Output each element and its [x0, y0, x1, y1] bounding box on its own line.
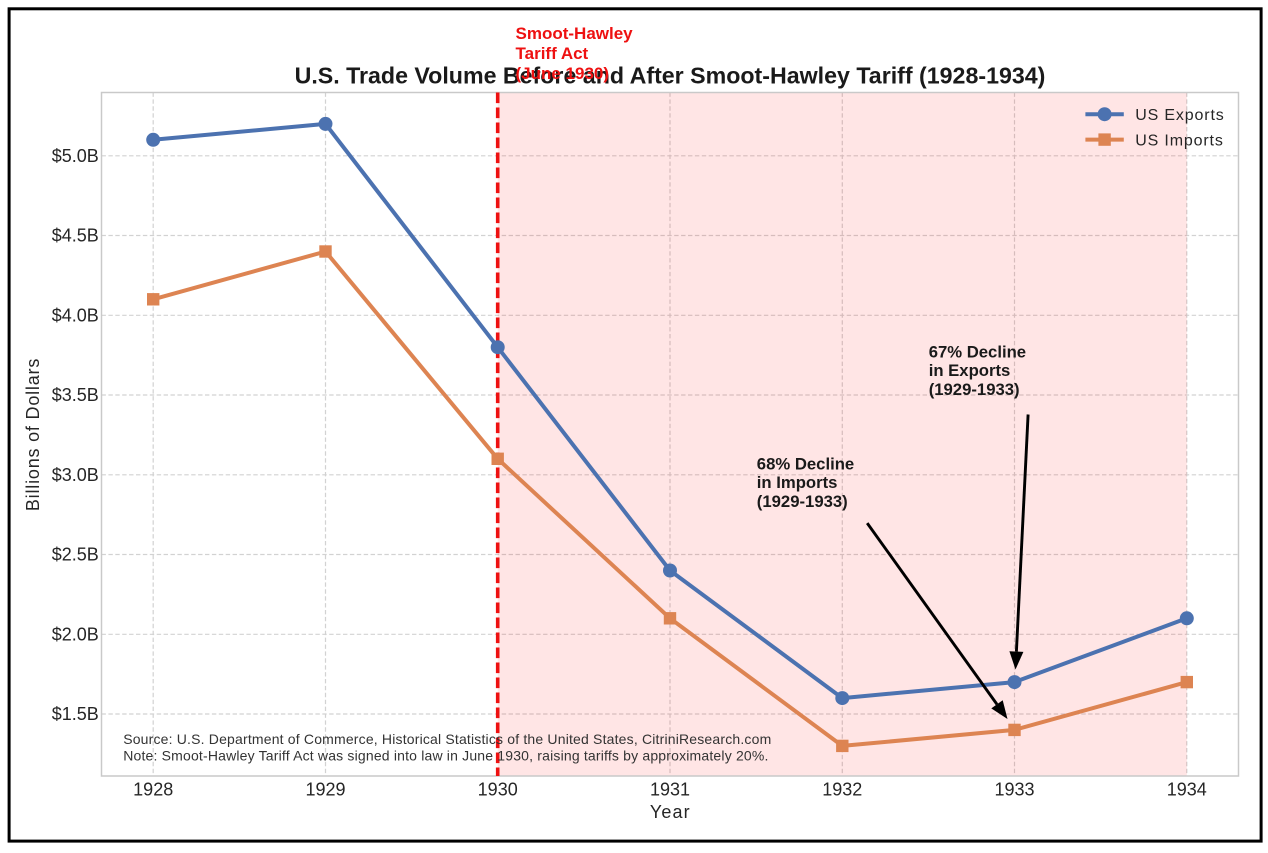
svg-text:$4.5B: $4.5B: [52, 226, 99, 246]
svg-text:1931: 1931: [650, 780, 690, 800]
svg-text:US Exports: US Exports: [1135, 107, 1224, 124]
svg-text:Billions of Dollars: Billions of Dollars: [23, 358, 43, 511]
svg-text:$3.0B: $3.0B: [52, 465, 99, 485]
svg-text:1932: 1932: [822, 780, 862, 800]
svg-text:1933: 1933: [994, 780, 1034, 800]
svg-text:$3.5B: $3.5B: [52, 385, 99, 405]
svg-text:1930: 1930: [478, 780, 518, 800]
svg-text:Source: U.S. Department of Com: Source: U.S. Department of Commerce, His…: [123, 731, 771, 747]
svg-text:Note: Smoot-Hawley Tariff Act: Note: Smoot-Hawley Tariff Act was signed…: [123, 748, 768, 764]
svg-text:1934: 1934: [1167, 780, 1207, 800]
svg-text:US Imports: US Imports: [1135, 132, 1224, 149]
svg-text:1929: 1929: [305, 780, 345, 800]
svg-text:1928: 1928: [133, 780, 173, 800]
svg-text:$2.5B: $2.5B: [52, 545, 99, 565]
svg-text:$4.0B: $4.0B: [52, 306, 99, 326]
svg-text:$1.5B: $1.5B: [52, 704, 99, 724]
svg-text:$5.0B: $5.0B: [52, 146, 99, 166]
svg-text:Year: Year: [650, 802, 691, 822]
svg-text:$2.0B: $2.0B: [52, 625, 99, 645]
svg-text:U.S. Trade Volume Before and A: U.S. Trade Volume Before and After Smoot…: [295, 62, 1046, 88]
